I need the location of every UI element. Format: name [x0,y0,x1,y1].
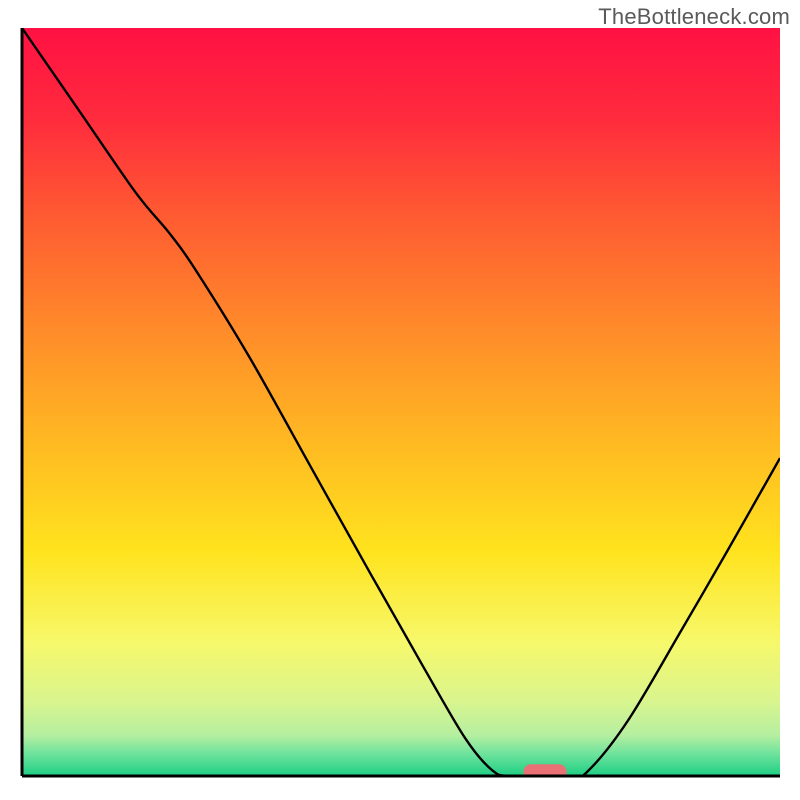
bottleneck-chart [0,0,800,800]
chart-container: TheBottleneck.com [0,0,800,800]
watermark-text: TheBottleneck.com [598,4,790,30]
optimal-marker [524,765,566,780]
gradient-background [22,28,780,776]
